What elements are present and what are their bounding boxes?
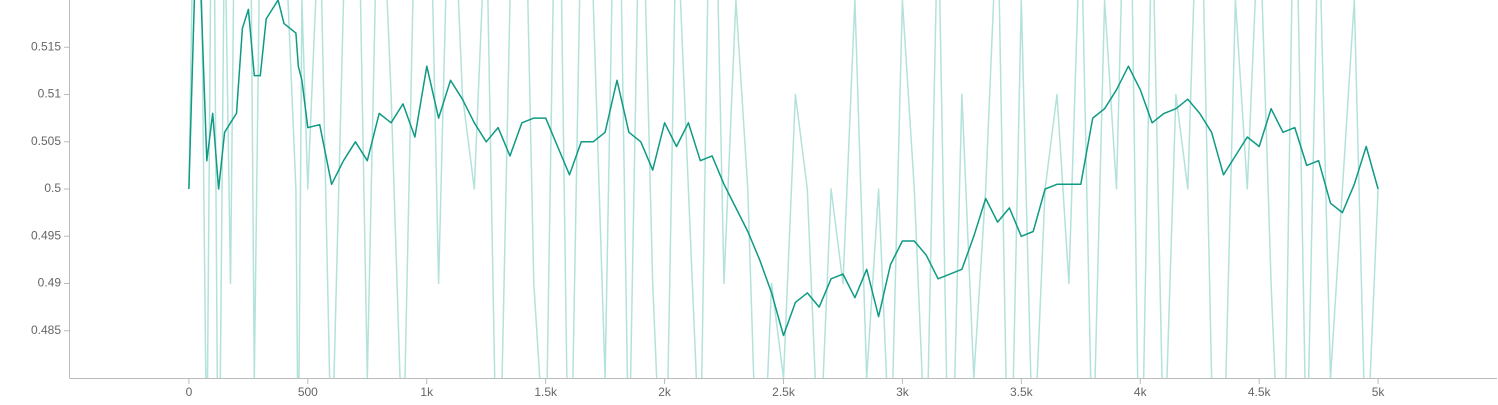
- y-tick-label: 0.505: [31, 134, 61, 148]
- x-tick-label: 1.5k: [534, 385, 558, 399]
- x-tick-label: 0: [186, 385, 193, 399]
- y-tick-label: 0.51: [38, 87, 62, 101]
- x-tick-label: 1k: [420, 385, 434, 399]
- series-line: [188, 0, 1379, 337]
- y-tick-label: 0.49: [38, 276, 62, 290]
- x-tick-label: 3.5k: [1010, 385, 1034, 399]
- y-tick-label: 0.485: [31, 323, 61, 337]
- x-tick-label: 500: [298, 385, 318, 399]
- plot-area: [188, 0, 1379, 378]
- x-tick-label: 2k: [658, 385, 672, 399]
- y-tick-label: 0.5: [44, 181, 61, 195]
- y-tick-label: 0.515: [31, 39, 61, 53]
- x-tick-label: 3k: [896, 385, 910, 399]
- x-tick-label: 2.5k: [772, 385, 796, 399]
- x-tick-label: 5k: [1372, 385, 1386, 399]
- x-tick-label: 4.5k: [1248, 385, 1272, 399]
- x-tick-label: 4k: [1134, 385, 1148, 399]
- series-line: [188, 0, 1379, 378]
- y-tick-label: 0.495: [31, 228, 61, 242]
